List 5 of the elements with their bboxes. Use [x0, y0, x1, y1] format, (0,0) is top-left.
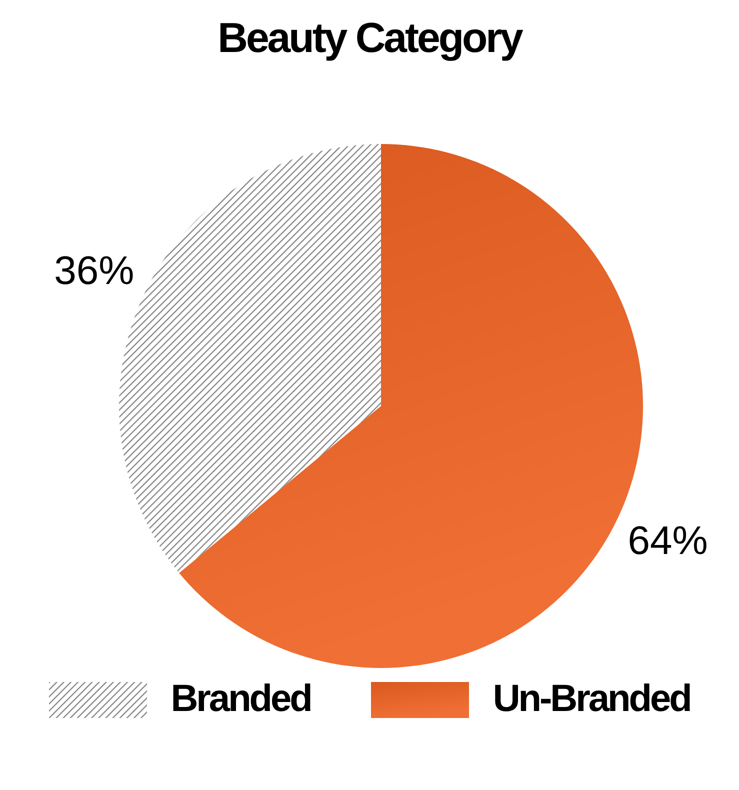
- data-label: 64%: [628, 518, 708, 563]
- legend-label: Un-Branded: [492, 678, 690, 721]
- data-label: 36%: [54, 249, 134, 294]
- legend-label: Branded: [170, 678, 311, 721]
- chart-title: Beauty Category: [216, 13, 524, 63]
